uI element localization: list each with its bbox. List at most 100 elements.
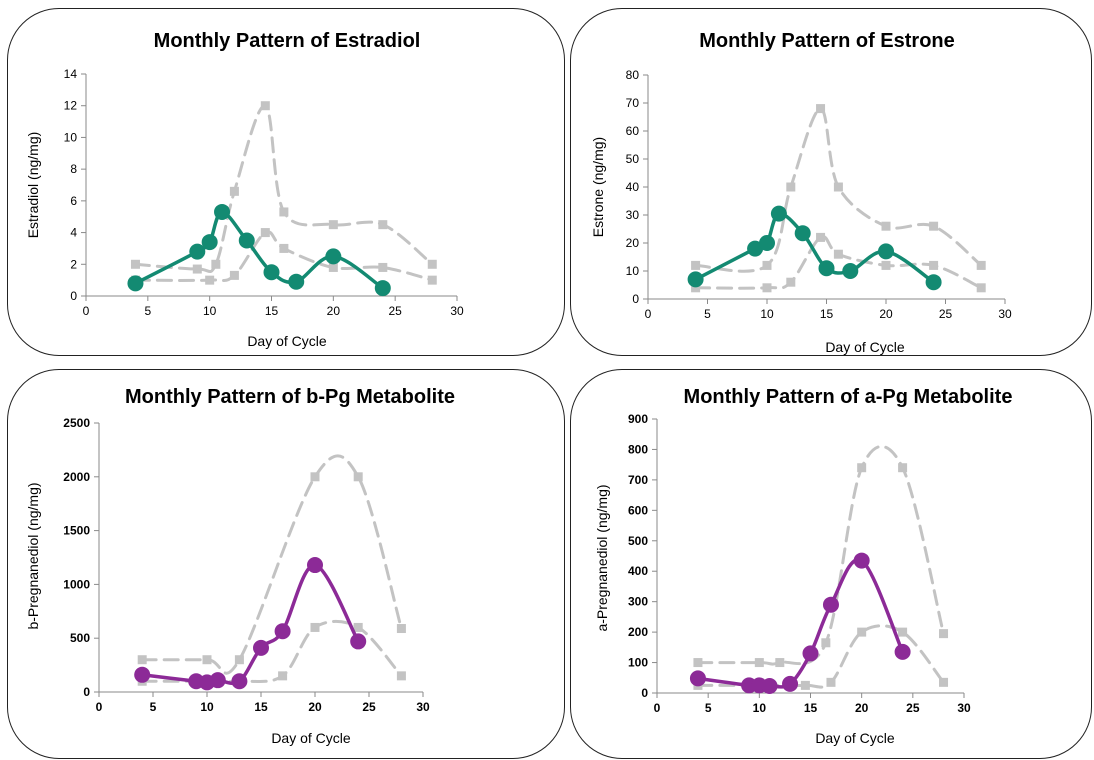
y-axis-label: Estradiol (ng/mg): [25, 132, 41, 239]
x-axis-label: Day of Cycle: [815, 730, 895, 746]
y-tick-label: 500: [70, 631, 90, 645]
range-marker: [762, 260, 772, 270]
range-marker: [328, 220, 338, 230]
x-tick-label: 25: [388, 304, 402, 318]
measured-point: [325, 248, 342, 265]
range-marker: [378, 220, 388, 230]
range-marker: [278, 671, 288, 681]
y-tick-label: 500: [628, 534, 648, 548]
measured-point: [747, 240, 764, 257]
y-tick-label: 0: [632, 292, 639, 306]
measured-point: [853, 552, 870, 569]
measured-point: [818, 260, 835, 277]
chart-title: Monthly Pattern of a-Pg Metabolite: [684, 386, 1013, 408]
x-tick-label: 0: [83, 304, 90, 318]
y-tick-label: 200: [628, 625, 648, 639]
x-tick-label: 10: [203, 304, 217, 318]
measured-point: [274, 623, 291, 640]
y-axis-label: Estrone (ng/mg): [590, 137, 606, 237]
y-tick-label: 300: [628, 595, 648, 609]
x-tick-label: 25: [939, 307, 953, 321]
y-tick-label: 2000: [63, 470, 90, 484]
measured-point: [263, 264, 280, 281]
range-marker: [775, 658, 785, 668]
range-marker: [786, 277, 796, 287]
range-marker: [310, 622, 320, 632]
measured-point: [288, 273, 305, 290]
range-marker: [898, 463, 908, 473]
x-tick-label: 20: [879, 307, 893, 321]
measured-point: [209, 672, 226, 689]
axes: 0 5 10 15 20 25 30 0 2 4 6 8 10 12 14: [64, 67, 464, 318]
x-tick-label: 0: [645, 307, 652, 321]
range-marker: [693, 658, 703, 668]
chart-panel-b-pregnanediol: Monthly Pattern of b-Pg Metabolite Day o…: [7, 369, 565, 759]
x-tick-label: 0: [654, 701, 661, 715]
range-marker: [310, 472, 320, 482]
series-range-lower: [130, 228, 437, 285]
measured-point: [842, 263, 859, 279]
y-tick-label: 8: [70, 162, 77, 176]
x-tick-label: 30: [450, 304, 464, 318]
range-marker: [279, 243, 289, 253]
range-marker: [833, 249, 843, 259]
range-marker: [976, 260, 986, 270]
range-marker: [130, 259, 140, 269]
y-tick-label: 800: [628, 442, 648, 456]
y-tick-label: 0: [70, 289, 77, 303]
x-tick-label: 20: [327, 304, 341, 318]
y-axis-label: a-Pregnanediol (ng/mg): [594, 484, 610, 631]
x-tick-label: 5: [705, 701, 712, 715]
chart-title: Monthly Pattern of Estradiol: [154, 30, 421, 52]
series-measured: [689, 552, 911, 694]
range-marker: [754, 658, 764, 668]
y-tick-label: 1000: [63, 577, 90, 591]
measured-point: [925, 274, 942, 291]
range-marker: [786, 182, 796, 192]
measured-point: [253, 639, 269, 656]
measured-point: [214, 203, 231, 220]
range-marker: [137, 655, 147, 665]
range-marker: [378, 262, 388, 272]
range-marker: [821, 638, 831, 648]
x-tick-label: 30: [998, 307, 1012, 321]
chart-title: Monthly Pattern of b-Pg Metabolite: [125, 386, 455, 408]
y-tick-label: 900: [628, 412, 648, 426]
y-tick-label: 2: [70, 257, 77, 271]
range-marker: [929, 260, 939, 270]
x-tick-label: 15: [254, 700, 268, 714]
y-tick-label: 70: [626, 96, 640, 110]
range-marker: [833, 182, 843, 192]
range-marker: [192, 264, 202, 274]
y-tick-label: 30: [626, 208, 640, 222]
range-marker: [881, 221, 891, 231]
y-tick-label: 0: [83, 685, 90, 699]
axes: 0 5 10 15 20 25 30 0 10 20 30 40 50 60 70 80: [626, 68, 1012, 321]
chart-panel-estradiol: Monthly Pattern of Estradiol Day of Cycl…: [7, 8, 565, 356]
measured-point: [238, 232, 255, 249]
measured-point: [761, 677, 778, 694]
x-axis-label: Day of Cycle: [825, 339, 905, 355]
y-tick-label: 60: [626, 124, 640, 138]
range-marker: [881, 260, 891, 270]
x-tick-label: 30: [416, 700, 430, 714]
y-tick-label: 50: [626, 152, 640, 166]
x-tick-label: 25: [362, 700, 376, 714]
range-line: [694, 107, 983, 273]
range-marker: [857, 627, 867, 637]
range-marker: [816, 104, 826, 114]
y-tick-label: 2500: [63, 416, 90, 430]
chart-panel-a-pregnanediol: Monthly Pattern of a-Pg Metabolite Day o…: [570, 369, 1092, 759]
y-tick-label: 1500: [63, 524, 90, 538]
series-measured: [127, 203, 391, 297]
x-tick-label: 0: [96, 700, 103, 714]
range-marker: [279, 207, 289, 217]
y-tick-label: 12: [64, 99, 78, 113]
estradiol-chart: Monthly Pattern of Estradiol Day of Cycl…: [25, 30, 464, 349]
range-marker: [691, 283, 701, 293]
chart-panel-estrone: Monthly Pattern of Estrone Day of Cycle …: [570, 8, 1092, 356]
series-measured: [134, 557, 367, 691]
estrone-chart: Monthly Pattern of Estrone Day of Cycle …: [590, 30, 1012, 355]
x-tick-label: 5: [150, 700, 157, 714]
range-marker: [427, 275, 437, 285]
